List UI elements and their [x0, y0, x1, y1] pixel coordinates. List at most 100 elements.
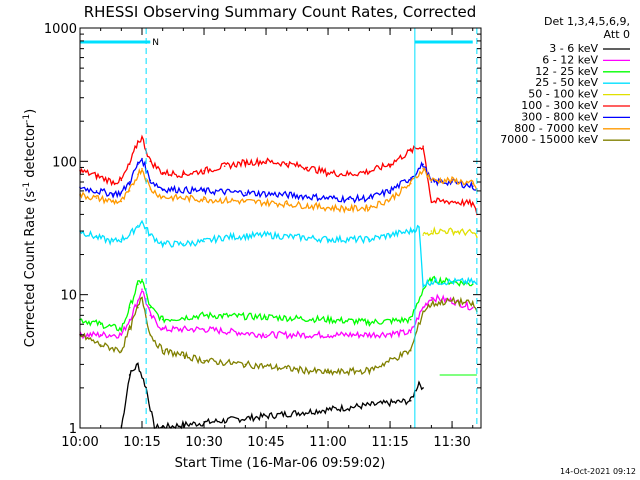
marker-layer: N	[80, 28, 478, 428]
footer-date: 14-Oct-2021 09:12	[560, 467, 636, 476]
data-point-300-800-kev	[149, 179, 152, 182]
data-point-300-800-kev	[409, 177, 412, 179]
y-axis-label: Corrected Count Rate (s-1 detector-1)	[22, 109, 38, 347]
series-100-300-kev	[79, 134, 478, 216]
chart-title: RHESSI Observing Summary Count Rates, Co…	[84, 3, 477, 21]
data-point-100-300-kev	[182, 173, 185, 176]
data-point-6-12-kev	[409, 331, 412, 334]
data-point-25-50-kev	[368, 238, 371, 241]
legend-header: Det 1,3,4,5,6,9, Att 0	[544, 15, 630, 41]
data-point-100-300-kev	[368, 170, 371, 173]
data-point-12-25-kev	[149, 306, 152, 309]
data-point-100-300-kev	[128, 163, 131, 166]
data-point-12-25-kev	[203, 314, 205, 317]
data-point-6-12-kev	[327, 334, 329, 336]
data-point-50-100-kev	[476, 236, 478, 238]
data-point-300-800-kev	[347, 198, 350, 200]
data-point-800-7000-kev	[389, 198, 391, 200]
legend-label: 3 - 6 keV	[549, 42, 598, 55]
data-point-100-300-kev	[244, 161, 247, 164]
data-point-25-50-kev	[161, 243, 164, 245]
data-point-12-25-kev	[120, 328, 123, 331]
data-point-800-7000-kev	[471, 182, 474, 185]
data-point-7000-15000-kev	[244, 363, 247, 366]
legend-header-line-1: Det 1,3,4,5,6,9,	[544, 15, 630, 28]
data-point-6-12-kev	[203, 328, 205, 331]
data-point-12-25-kev	[409, 318, 412, 321]
data-point-50-100-kev	[451, 230, 453, 232]
data-point-100-300-kev	[389, 163, 391, 166]
data-point-7000-15000-kev	[120, 349, 123, 352]
plot-frame	[79, 27, 482, 429]
data-point-25-50-kev	[418, 226, 420, 229]
legend-label: 12 - 25 keV	[535, 65, 598, 78]
data-point-800-7000-kev	[161, 196, 164, 198]
data-point-25-50-kev	[120, 238, 123, 241]
x-tick-label: 10:30	[185, 435, 222, 450]
data-point-12-25-kev	[141, 278, 143, 281]
data-point-50-100-kev	[422, 234, 424, 236]
data-point-7000-15000-kev	[327, 371, 329, 374]
y-axis: 1 10 100 1000	[44, 22, 481, 437]
data-point-50-100-kev	[430, 230, 433, 232]
data-point-25-50-kev	[430, 280, 433, 283]
legend-label: 100 - 300 keV	[521, 99, 598, 112]
series-50-100-kev	[422, 226, 478, 238]
data-point-7000-15000-kev	[99, 344, 102, 346]
data-point-6-12-kev	[137, 299, 139, 302]
observing-marker	[414, 28, 478, 428]
y-axis-label-exp-1: -1	[22, 182, 32, 191]
data-point-300-800-kev	[120, 192, 123, 194]
data-point-100-300-kev	[120, 179, 123, 182]
series-line-800-7000-kev	[79, 167, 478, 214]
data-point-100-300-kev	[451, 200, 453, 203]
data-point-800-7000-kev	[120, 200, 123, 203]
data-point-12-25-kev	[99, 323, 102, 326]
series-line-50-100-kev	[422, 226, 478, 238]
data-point-300-800-kev	[471, 185, 474, 188]
x-tick-label: 10:15	[123, 435, 160, 450]
data-point-25-50-kev	[223, 236, 226, 238]
data-point-800-7000-kev	[95, 197, 98, 199]
data-point-100-300-kev	[285, 162, 288, 165]
y-tick-label: 1	[69, 422, 77, 437]
legend-label: 50 - 100 keV	[528, 88, 598, 101]
data-point-100-300-kev	[409, 149, 412, 152]
legend-label: 25 - 50 keV	[535, 76, 598, 89]
y-axis-label-exp-2: -1	[22, 114, 32, 123]
data-point-6-12-kev	[141, 288, 143, 290]
data-point-25-50-kev	[128, 234, 131, 236]
data-point-7000-15000-kev	[149, 334, 152, 336]
data-point-25-50-kev	[95, 236, 98, 238]
series-line-12-25-kev	[80, 275, 474, 333]
data-point-300-800-kev	[451, 181, 453, 183]
data-point-300-800-kev	[112, 193, 114, 195]
data-point-25-50-kev	[149, 234, 152, 236]
data-point-6-12-kev	[430, 296, 433, 299]
data-point-800-7000-kev	[112, 200, 114, 203]
data-point-25-50-kev	[141, 221, 143, 223]
data-point-25-50-kev	[112, 240, 114, 243]
data-point-300-800-kev	[422, 163, 424, 166]
data-point-800-7000-kev	[451, 179, 453, 182]
legend-header-line-2: Att 0	[604, 28, 630, 41]
data-point-12-25-kev	[137, 283, 139, 285]
data-point-100-300-kev	[471, 203, 474, 205]
data-point-300-800-kev	[141, 157, 143, 160]
data-point-25-50-kev	[422, 283, 424, 285]
y-axis-label-main: Corrected Count Rate (s	[23, 191, 38, 348]
data-point-25-50-kev	[389, 234, 391, 236]
data-point-3-6-kev	[137, 363, 139, 366]
data-point-6-12-kev	[265, 334, 267, 336]
data-point-12-25-kev	[422, 288, 424, 290]
data-point-25-50-kev	[471, 280, 474, 283]
legend-label: 6 - 12 keV	[542, 53, 598, 66]
data-point-7000-15000-kev	[182, 354, 185, 357]
data-point-300-800-kev	[203, 190, 205, 192]
data-point-12-25-kev	[368, 321, 371, 324]
data-point-800-7000-kev	[368, 206, 371, 209]
data-point-7000-15000-kev	[422, 310, 424, 313]
data-point-25-50-kev	[451, 280, 453, 283]
x-tick-label: 10:00	[61, 435, 98, 450]
